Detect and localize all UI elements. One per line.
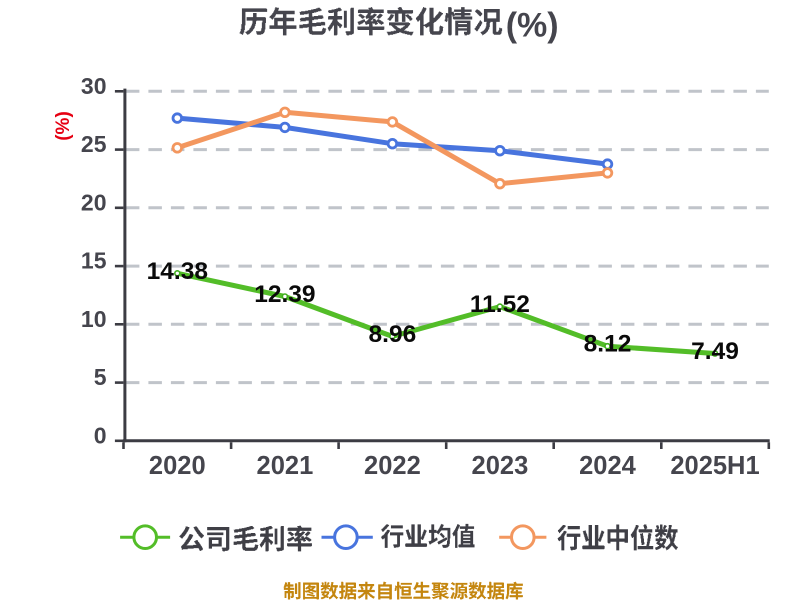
svg-text:8.12: 8.12 <box>584 331 632 358</box>
svg-text:8.96: 8.96 <box>369 321 417 348</box>
svg-text:12.39: 12.39 <box>254 281 315 308</box>
svg-text:2020: 2020 <box>149 452 206 480</box>
svg-text:(%): (%) <box>506 7 559 45</box>
svg-text:15: 15 <box>81 248 107 274</box>
svg-text:2021: 2021 <box>257 452 314 480</box>
svg-text:11.52: 11.52 <box>470 291 530 318</box>
svg-text:2023: 2023 <box>472 452 529 480</box>
svg-text:20: 20 <box>81 189 107 215</box>
svg-text:14.38: 14.38 <box>147 258 208 285</box>
svg-text:30: 30 <box>81 73 107 99</box>
svg-text:2022: 2022 <box>364 452 421 480</box>
svg-text:7.49: 7.49 <box>691 338 739 365</box>
svg-text:0: 0 <box>94 422 107 448</box>
svg-text:25: 25 <box>81 131 107 157</box>
svg-text:2025H1: 2025H1 <box>670 452 759 480</box>
svg-text:2024: 2024 <box>579 452 637 480</box>
svg-text:(%): (%) <box>53 111 74 141</box>
svg-text:5: 5 <box>94 364 107 390</box>
svg-text:10: 10 <box>81 306 107 332</box>
